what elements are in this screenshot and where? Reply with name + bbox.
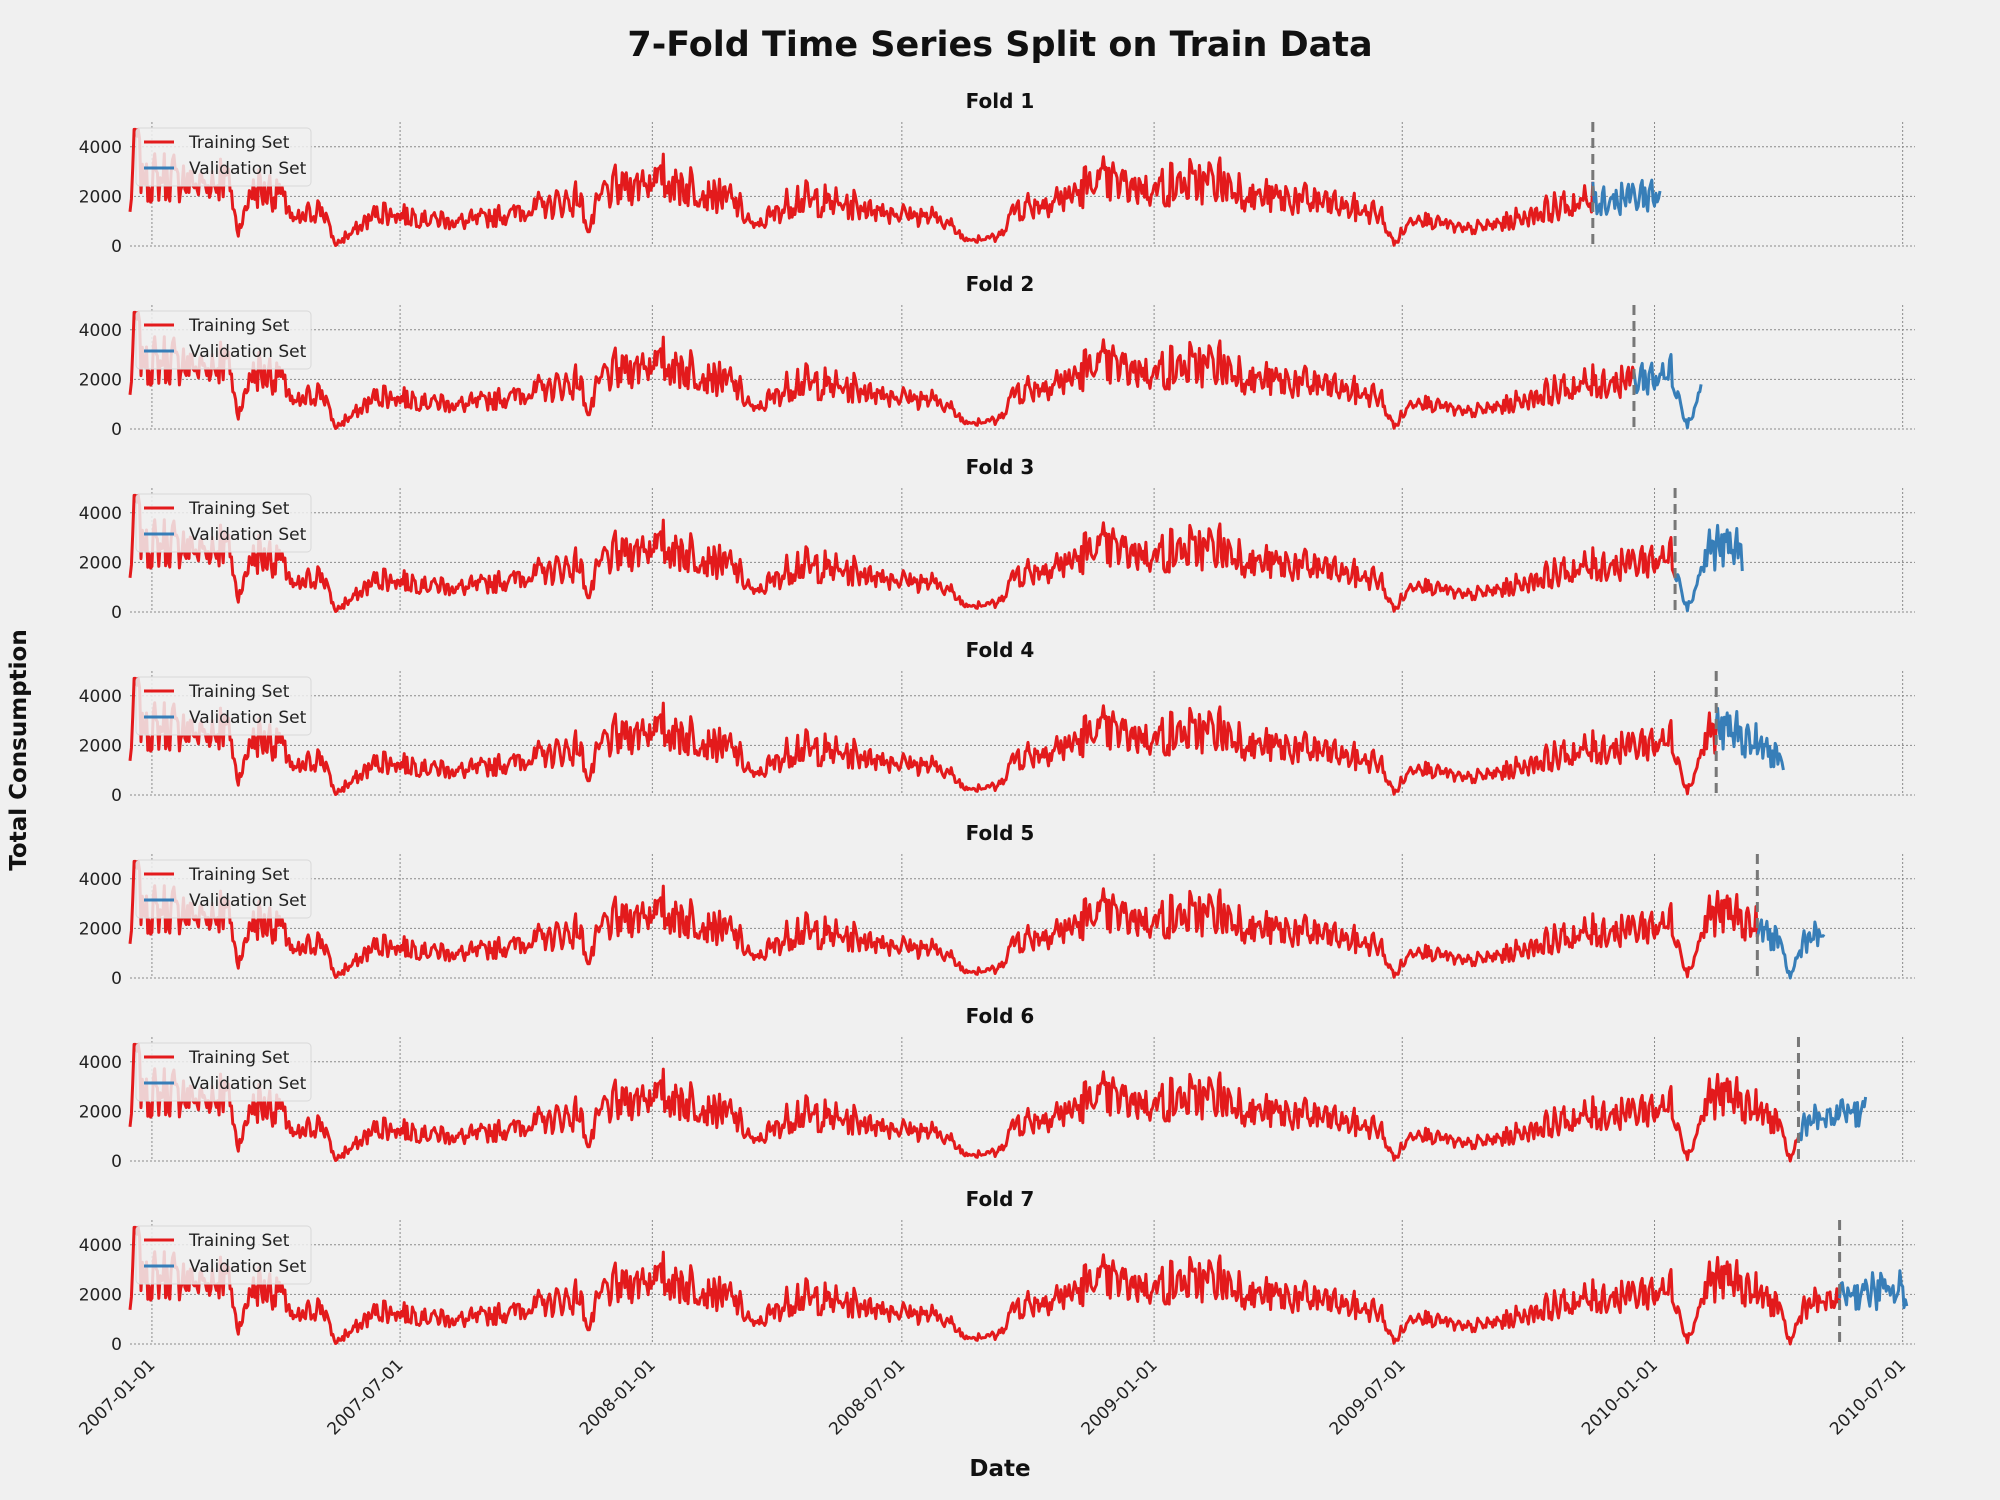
legend: Training Set Validation Set <box>135 1042 312 1102</box>
training-series-line <box>128 127 1595 247</box>
y-axis-label: Total Consumption <box>6 629 32 870</box>
legend-validation-label: Validation Set <box>189 1074 307 1094</box>
fold-title: Fold 3 <box>966 455 1035 479</box>
y-tick-label: 4000 <box>79 321 122 341</box>
y-tick-label: 2000 <box>79 187 122 207</box>
x-tick-label: 2009-01-01 <box>1078 1355 1162 1439</box>
x-axis-label: Date <box>969 1456 1030 1482</box>
fold-panels: Fold 1 0 2000 4000 Training Set Validation Se… <box>79 89 1915 1355</box>
legend: Training Set Validation Set <box>135 1225 312 1285</box>
fold-title: Fold 5 <box>966 821 1035 845</box>
y-tick-label: 2000 <box>79 370 122 390</box>
y-tick-label: 4000 <box>79 1053 122 1073</box>
training-series-line <box>128 493 1677 613</box>
fold-panel: Fold 7 0 2000 4000 Training Set Validation Se… <box>79 1187 1915 1355</box>
y-tick-label: 4000 <box>79 504 122 524</box>
y-tick-label: 0 <box>111 1335 122 1355</box>
legend-training-label: Training Set <box>188 865 290 885</box>
legend-validation-label: Validation Set <box>189 342 307 362</box>
legend: Training Set Validation Set <box>135 310 312 370</box>
fold-title: Fold 6 <box>966 1004 1035 1028</box>
training-series-line <box>128 1042 1800 1163</box>
y-tick-label: 2000 <box>79 1285 122 1305</box>
x-tick-label: 2007-01-01 <box>75 1355 159 1439</box>
legend-training-label: Training Set <box>188 682 290 702</box>
legend-training-label: Training Set <box>188 499 290 519</box>
y-tick-label: 0 <box>111 603 122 623</box>
legend-validation-label: Validation Set <box>189 708 307 728</box>
y-tick-label: 0 <box>111 237 122 257</box>
legend-box <box>135 676 312 736</box>
fold-panel: Fold 5 0 2000 4000 Training Set Validation Se… <box>79 821 1915 989</box>
fold-panel: Fold 2 0 2000 4000 Training Set Validation Se… <box>79 272 1915 440</box>
legend-box <box>135 493 312 553</box>
legend-training-label: Training Set <box>188 133 290 153</box>
y-tick-label: 2000 <box>79 919 122 939</box>
fold-panel: Fold 6 0 2000 4000 Training Set Validation Se… <box>79 1004 1915 1172</box>
x-tick-label: 2010-07-01 <box>1826 1355 1910 1439</box>
validation-series-line <box>1797 1096 1868 1142</box>
fold-title: Fold 4 <box>966 638 1035 662</box>
legend: Training Set Validation Set <box>135 127 312 187</box>
y-tick-label: 4000 <box>79 138 122 158</box>
fold-panel: Fold 1 0 2000 4000 Training Set Validation Se… <box>79 89 1915 257</box>
y-tick-label: 0 <box>111 1152 122 1172</box>
legend: Training Set Validation Set <box>135 493 312 553</box>
y-tick-label: 2000 <box>79 553 122 573</box>
y-tick-label: 2000 <box>79 736 122 756</box>
y-tick-label: 4000 <box>79 870 122 890</box>
legend-training-label: Training Set <box>188 1231 290 1251</box>
chart-title: 7-Fold Time Series Split on Train Data <box>627 25 1372 65</box>
legend: Training Set Validation Set <box>135 676 312 736</box>
legend-box <box>135 1225 312 1285</box>
fold-panel: Fold 3 0 2000 4000 Training Set Validation Se… <box>79 455 1915 623</box>
x-tick-label: 2008-01-01 <box>576 1355 660 1439</box>
validation-series-line <box>1673 523 1744 613</box>
training-series-line <box>128 676 1718 796</box>
fold-title: Fold 2 <box>966 272 1035 296</box>
legend-validation-label: Validation Set <box>189 1257 307 1277</box>
y-tick-label: 0 <box>111 969 122 989</box>
validation-series-line <box>1838 1269 1909 1312</box>
validation-series-line <box>1714 706 1785 771</box>
fold-panel: Fold 4 0 2000 4000 Training Set Validation Se… <box>79 638 1915 806</box>
legend-box <box>135 1042 312 1102</box>
legend-box <box>135 859 312 919</box>
x-tick-label: 2008-07-01 <box>825 1355 909 1439</box>
y-tick-label: 0 <box>111 786 122 806</box>
y-tick-label: 2000 <box>79 1102 122 1122</box>
validation-series-line <box>1755 918 1826 980</box>
legend-box <box>135 310 312 370</box>
x-tick-label: 2007-07-01 <box>324 1355 408 1439</box>
x-tick-label: 2009-07-01 <box>1326 1355 1410 1439</box>
x-axis: 2007-01-01 2007-07-01 2008-01-01 2008-07-01… <box>75 1355 1910 1439</box>
legend-box <box>135 127 312 187</box>
y-tick-label: 4000 <box>79 1236 122 1256</box>
fold-title: Fold 7 <box>966 1187 1035 1211</box>
x-tick-label: 2010-01-01 <box>1578 1355 1662 1439</box>
legend-training-label: Training Set <box>188 316 290 336</box>
fold-title: Fold 1 <box>966 89 1035 113</box>
training-series-line <box>128 1225 1842 1346</box>
training-series-line <box>128 859 1759 979</box>
training-series-line <box>128 310 1636 430</box>
legend: Training Set Validation Set <box>135 859 312 919</box>
legend-validation-label: Validation Set <box>189 891 307 911</box>
legend-training-label: Training Set <box>188 1048 290 1068</box>
legend-validation-label: Validation Set <box>189 159 307 179</box>
validation-series-line <box>1632 353 1703 430</box>
validation-series-line <box>1591 178 1662 217</box>
legend-validation-label: Validation Set <box>189 525 307 545</box>
y-tick-label: 0 <box>111 420 122 440</box>
y-tick-label: 4000 <box>79 687 122 707</box>
